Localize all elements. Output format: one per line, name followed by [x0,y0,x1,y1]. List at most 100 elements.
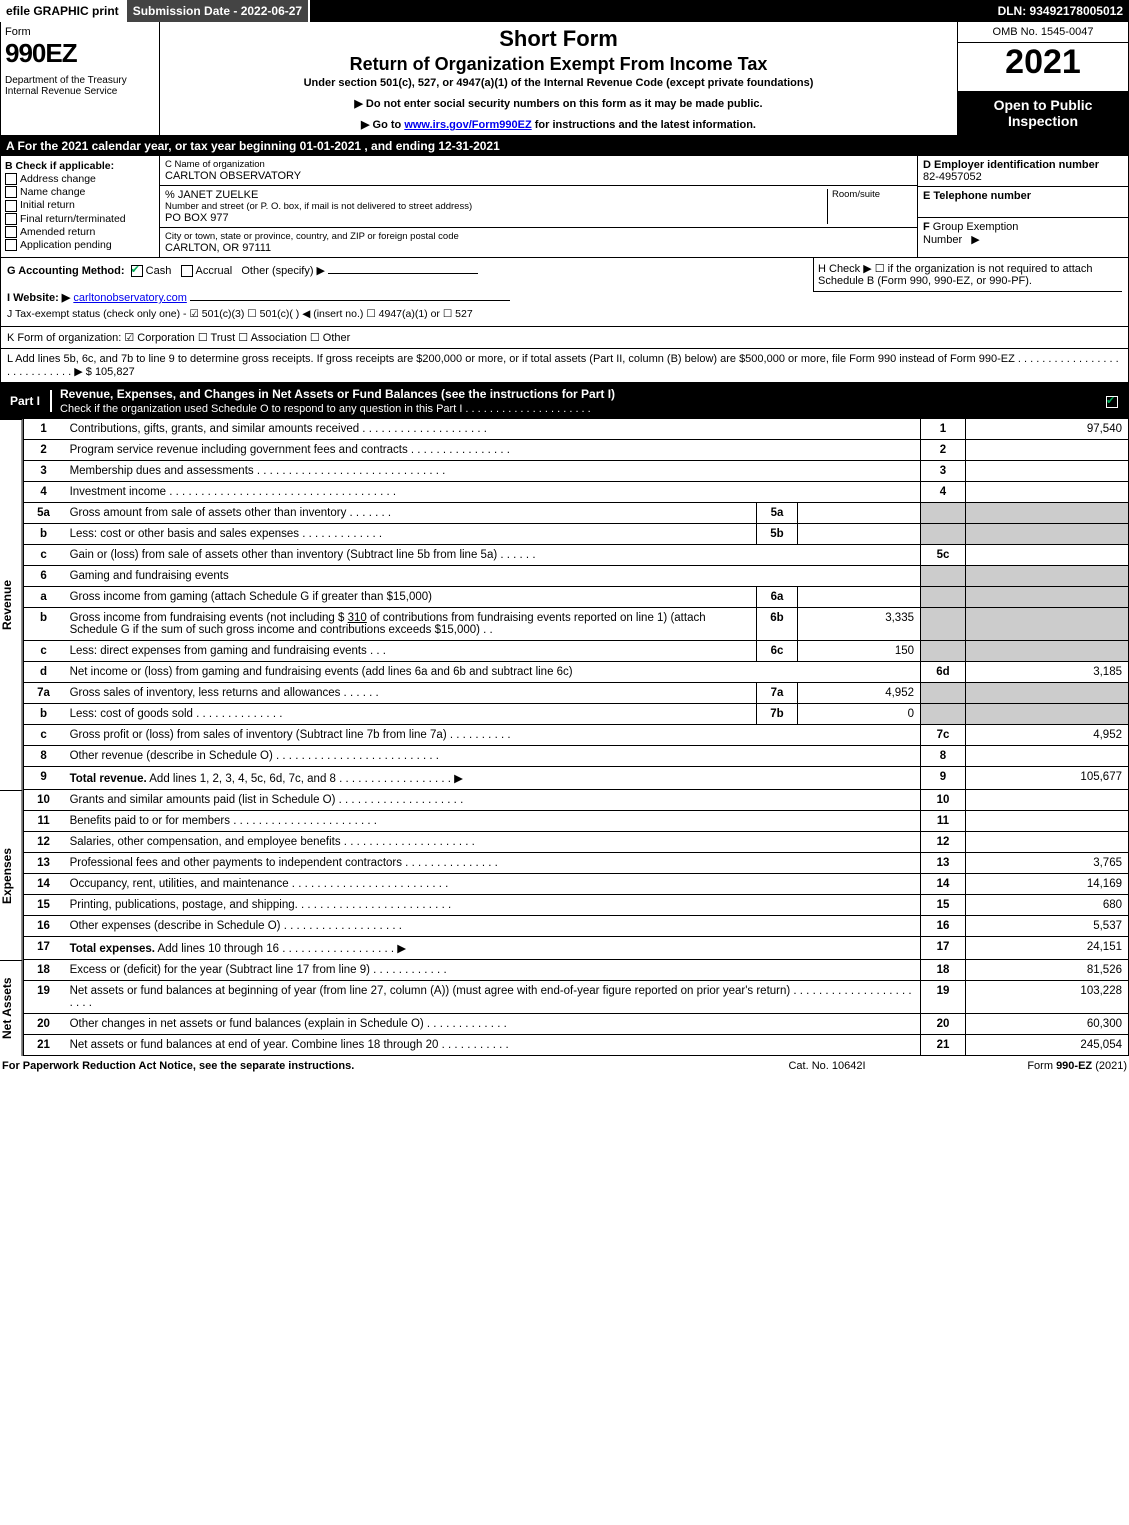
form-word: Form [5,26,155,38]
line-6a: aGross income from gaming (attach Schedu… [23,587,1128,608]
subtitle: Under section 501(c), 527, or 4947(a)(1)… [168,77,949,89]
part-i-title: Revenue, Expenses, and Changes in Net As… [52,383,1106,419]
form-title-block: Short Form Return of Organization Exempt… [160,22,957,135]
line-11: 11Benefits paid to or for members . . . … [23,811,1128,832]
line-5c: cGain or (loss) from sale of assets othe… [23,545,1128,566]
netassets-section: Net Assets 18Excess or (deficit) for the… [0,960,1129,1056]
line-16: 16Other expenses (describe in Schedule O… [23,916,1128,937]
form-right-block: OMB No. 1545-0047 2021 Open to Public In… [957,22,1128,135]
part-i-label: Part I [0,390,52,412]
revenue-table: 1Contributions, gifts, grants, and simil… [23,419,1129,790]
note-ssn: ▶ Do not enter social security numbers o… [168,97,949,110]
efile-label[interactable]: efile GRAPHIC print [0,0,127,22]
line-21: 21Net assets or fund balances at end of … [23,1035,1128,1056]
ein-row: D Employer identification number 82-4957… [918,156,1128,187]
section-def: D Employer identification number 82-4957… [917,156,1128,257]
chk-initial-return[interactable]: Initial return [5,199,155,211]
line-7c: cGross profit or (loss) from sales of in… [23,725,1128,746]
line-6b: bGross income from fundraising events (n… [23,608,1128,641]
revenue-section: Revenue 1Contributions, gifts, grants, a… [0,419,1129,790]
line-4: 4Investment income . . . . . . . . . . .… [23,482,1128,503]
expenses-section: Expenses 10Grants and similar amounts pa… [0,790,1129,960]
street-label: Number and street (or P. O. box, if mail… [165,201,827,212]
form-number: 990EZ [5,38,155,69]
city-row: City or town, state or province, country… [160,228,917,257]
city: CARLTON, OR 97111 [165,242,912,254]
chk-name-change[interactable]: Name change [5,186,155,198]
chk-accrual[interactable] [181,265,193,277]
revenue-side-label: Revenue [0,419,23,790]
line-3: 3Membership dues and assessments . . . .… [23,461,1128,482]
part-i-checkbox[interactable] [1106,394,1129,408]
street: PO BOX 977 [165,212,827,224]
dept-label: Department of the Treasury Internal Reve… [5,75,155,97]
footer-left: For Paperwork Reduction Act Notice, see … [2,1060,727,1072]
line-5b: bLess: cost or other basis and sales exp… [23,524,1128,545]
tax-year: 2021 [958,43,1128,82]
section-b: B Check if applicable: Address change Na… [1,156,160,257]
chk-final-return[interactable]: Final return/terminated [5,213,155,225]
chk-amended-return[interactable]: Amended return [5,226,155,238]
group-row: F Group ExemptionNumber ▶ [918,218,1128,249]
gross-receipts-value: 105,827 [95,366,135,378]
line-15: 15Printing, publications, postage, and s… [23,895,1128,916]
section-c: C Name of organization CARLTON OBSERVATO… [160,156,917,257]
city-label: City or town, state or province, country… [165,231,912,242]
line-6c: cLess: direct expenses from gaming and f… [23,641,1128,662]
line-13: 13Professional fees and other payments t… [23,853,1128,874]
section-h: H Check ▶ ☐ if the organization is not r… [813,258,1122,292]
org-name-label: C Name of organization [165,159,912,170]
chk-application-pending[interactable]: Application pending [5,239,155,251]
netassets-side-label: Net Assets [0,960,23,1056]
section-a: A For the 2021 calendar year, or tax yea… [0,136,1129,156]
section-bcdef: B Check if applicable: Address change Na… [0,156,1129,258]
section-k: K Form of organization: ☑ Corporation ☐ … [0,327,1129,349]
line-20: 20Other changes in net assets or fund ba… [23,1014,1128,1035]
website-link[interactable]: carltonobservatory.com [73,292,187,304]
ein-label: D Employer identification number [923,159,1123,171]
street-row: % JANET ZUELKE Number and street (or P. … [160,186,917,228]
org-name: CARLTON OBSERVATORY [165,170,912,182]
section-ghij: G Accounting Method: Cash Accrual Other … [0,258,1129,327]
expenses-side-label: Expenses [0,790,23,960]
footer-mid: Cat. No. 10642I [727,1060,927,1072]
line-19: 19Net assets or fund balances at beginni… [23,981,1128,1014]
top-bar: efile GRAPHIC print Submission Date - 20… [0,0,1129,22]
group-label: F Group ExemptionNumber ▶ [923,221,1123,246]
line-9: 9Total revenue. Add lines 1, 2, 3, 4, 5c… [23,767,1128,790]
line-5a: 5aGross amount from sale of assets other… [23,503,1128,524]
form-header: Form 990EZ Department of the Treasury In… [0,22,1129,136]
line-18: 18Excess or (deficit) for the year (Subt… [23,960,1128,981]
line-6: 6Gaming and fundraising events [23,566,1128,587]
line-1: 1Contributions, gifts, grants, and simil… [23,419,1128,440]
chk-address-change[interactable]: Address change [5,173,155,185]
section-i: I Website: ▶ carltonobservatory.com [7,291,1122,304]
spacer [310,0,991,22]
phone-row: E Telephone number [918,187,1128,218]
line-8: 8Other revenue (describe in Schedule O) … [23,746,1128,767]
submission-date: Submission Date - 2022-06-27 [127,0,310,22]
line-12: 12Salaries, other compensation, and empl… [23,832,1128,853]
line-17: 17Total expenses. Add lines 10 through 1… [23,937,1128,960]
omb-number: OMB No. 1545-0047 [958,22,1128,43]
irs-link[interactable]: www.irs.gov/Form990EZ [404,119,531,131]
section-l: L Add lines 5b, 6c, and 7b to line 9 to … [0,349,1129,383]
section-b-heading: B Check if applicable: [5,160,155,172]
org-name-row: C Name of organization CARLTON OBSERVATO… [160,156,917,186]
line-14: 14Occupancy, rent, utilities, and mainte… [23,874,1128,895]
title-return: Return of Organization Exempt From Incom… [168,54,949,75]
line-6d: dNet income or (loss) from gaming and fu… [23,662,1128,683]
footer-right: Form 990-EZ (2021) [927,1060,1127,1072]
line-7a: 7aGross sales of inventory, less returns… [23,683,1128,704]
part-i-header: Part I Revenue, Expenses, and Changes in… [0,383,1129,419]
ein-value: 82-4957052 [923,171,1123,183]
page-footer: For Paperwork Reduction Act Notice, see … [0,1056,1129,1076]
section-j: J Tax-exempt status (check only one) - ☑… [7,308,1122,320]
line-10: 10Grants and similar amounts paid (list … [23,790,1128,811]
room-label: Room/suite [832,189,912,200]
title-short-form: Short Form [168,26,949,52]
note-link: ▶ Go to www.irs.gov/Form990EZ for instru… [168,118,949,131]
dln-label: DLN: 93492178005012 [992,0,1129,22]
expenses-table: 10Grants and similar amounts paid (list … [23,790,1129,960]
chk-cash[interactable] [131,265,143,277]
